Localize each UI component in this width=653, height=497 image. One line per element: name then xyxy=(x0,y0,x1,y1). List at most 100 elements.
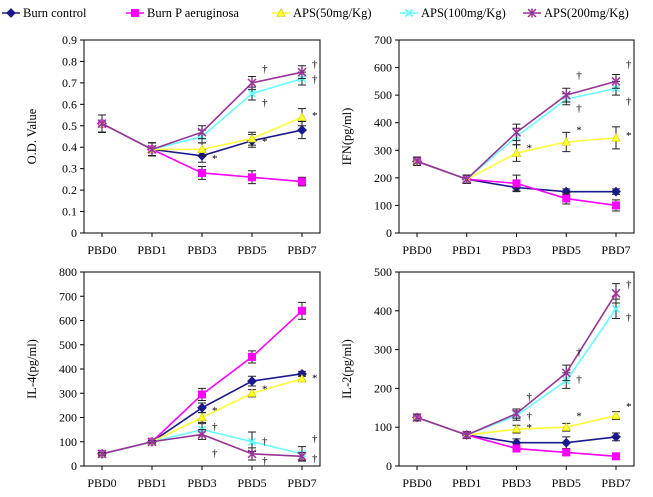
legend-item: APS(200mg/Kg) xyxy=(523,6,629,20)
plot-frame xyxy=(398,271,635,467)
data-point xyxy=(611,288,621,298)
data-point xyxy=(248,173,256,182)
x-tick-label: PBD7 xyxy=(601,476,630,490)
legend-marker xyxy=(276,8,286,17)
data-point xyxy=(247,437,257,446)
x-tick-label: PBD5 xyxy=(237,243,266,257)
data-point xyxy=(197,412,207,422)
legend-label: APS(100mg/Kg) xyxy=(421,6,506,20)
legend-item: Burn control xyxy=(2,6,87,20)
y-tick-label: 0.3 xyxy=(62,162,77,176)
significance-mark: † xyxy=(626,58,632,70)
data-point xyxy=(248,352,256,361)
data-point xyxy=(412,412,422,423)
y-tick-label: 200 xyxy=(374,171,392,185)
y-tick-label: 500 xyxy=(374,88,392,102)
data-point xyxy=(562,448,571,457)
data-point xyxy=(512,444,521,453)
data-point xyxy=(511,424,522,433)
data-point xyxy=(197,144,207,154)
y-tick-label: 0 xyxy=(71,226,77,240)
data-point xyxy=(97,119,107,129)
significance-mark: * xyxy=(312,372,318,384)
y-tick-label: 0.4 xyxy=(62,140,77,154)
data-point xyxy=(147,437,157,447)
data-point xyxy=(247,78,257,88)
y-tick-label: 0.8 xyxy=(62,54,77,68)
significance-mark: † xyxy=(312,453,318,465)
y-tick-label: 0.5 xyxy=(62,119,77,133)
y-tick-label: 100 xyxy=(59,435,77,449)
chart-panel: 0 0.1 0.2 0.3 0.4 0.5 0.6 0.7 0.8 0.9 O.D. Value PB… xyxy=(25,33,321,257)
significance-mark: † xyxy=(576,103,582,115)
y-tick-label: 200 xyxy=(374,381,392,395)
data-point xyxy=(562,194,571,203)
significance-mark: † xyxy=(262,455,268,467)
series-group xyxy=(97,373,307,458)
x-tick-label: PBD1 xyxy=(452,476,481,490)
y-axis-title: IL-2(pg/ml) xyxy=(340,339,354,399)
legend: Burn control Burn P aeruginosa APS(50mg/Kg… xyxy=(2,6,629,20)
legend-item: APS(50mg/Kg) xyxy=(272,6,371,20)
significance-mark: † xyxy=(626,312,632,324)
data-point xyxy=(297,67,307,77)
legend-label: Burn control xyxy=(23,6,87,20)
y-tick-label: 300 xyxy=(374,343,392,357)
y-tick-label: 0.7 xyxy=(62,76,77,90)
y-axis-title: O.D. Value xyxy=(25,108,39,164)
x-tick-label: PBD1 xyxy=(137,243,166,257)
data-point xyxy=(197,402,207,413)
series-group xyxy=(412,73,621,184)
significance-mark: † xyxy=(576,374,582,386)
significance-mark: * xyxy=(576,411,582,423)
y-tick-label: 600 xyxy=(374,61,392,75)
series-group xyxy=(413,413,620,461)
data-point xyxy=(298,306,306,315)
significance-mark: † xyxy=(527,391,533,403)
legend-marker xyxy=(404,8,414,18)
y-axis-title: IL-4(pg/ml) xyxy=(25,339,39,399)
data-point xyxy=(611,133,621,142)
data-point xyxy=(247,388,257,397)
x-tick-label: PBD3 xyxy=(502,243,531,257)
x-tick-label: PBD0 xyxy=(402,476,431,490)
legend-item: APS(100mg/Kg) xyxy=(400,6,506,20)
data-point xyxy=(561,368,571,378)
x-tick-label: PBD0 xyxy=(87,476,116,490)
data-point xyxy=(198,390,206,399)
data-point xyxy=(247,449,257,459)
y-tick-label: 500 xyxy=(59,338,77,352)
significance-mark: † xyxy=(262,63,268,75)
chart-panel: 0 100 200 300 400 500 600 700 800 IL-4(pg/ml) PBD0… xyxy=(25,265,321,490)
series-group xyxy=(97,65,307,157)
significance-mark: † xyxy=(262,436,268,448)
significance-mark: † xyxy=(576,69,582,81)
legend-marker xyxy=(131,9,139,17)
data-point xyxy=(247,376,257,387)
data-point xyxy=(561,422,571,431)
y-tick-label: 600 xyxy=(59,314,77,328)
y-tick-label: 100 xyxy=(374,420,392,434)
significance-mark: † xyxy=(626,279,632,291)
significance-mark: † xyxy=(312,74,318,86)
y-tick-label: 300 xyxy=(374,143,392,157)
data-point xyxy=(247,133,257,143)
legend-marker xyxy=(527,8,537,18)
y-tick-label: 500 xyxy=(374,265,392,279)
y-tick-label: 0.9 xyxy=(62,33,77,47)
legend-item: Burn P aeruginosa xyxy=(126,6,239,20)
significance-mark: † xyxy=(262,97,268,109)
legend-label: Burn P aeruginosa xyxy=(147,6,239,20)
y-tick-label: 0.2 xyxy=(62,183,77,197)
y-tick-label: 800 xyxy=(59,265,77,279)
data-point xyxy=(462,430,472,440)
data-point xyxy=(297,373,307,383)
chart-panels: 0 0.1 0.2 0.3 0.4 0.5 0.6 0.7 0.8 0.9 O.D. Value PB… xyxy=(25,33,635,490)
data-point xyxy=(612,201,620,210)
y-axis-title: IFN(pg/ml) xyxy=(340,108,354,166)
data-point xyxy=(612,452,620,461)
significance-mark: * xyxy=(527,143,533,155)
series-group xyxy=(413,156,620,212)
x-tick-label: PBD7 xyxy=(601,243,630,257)
